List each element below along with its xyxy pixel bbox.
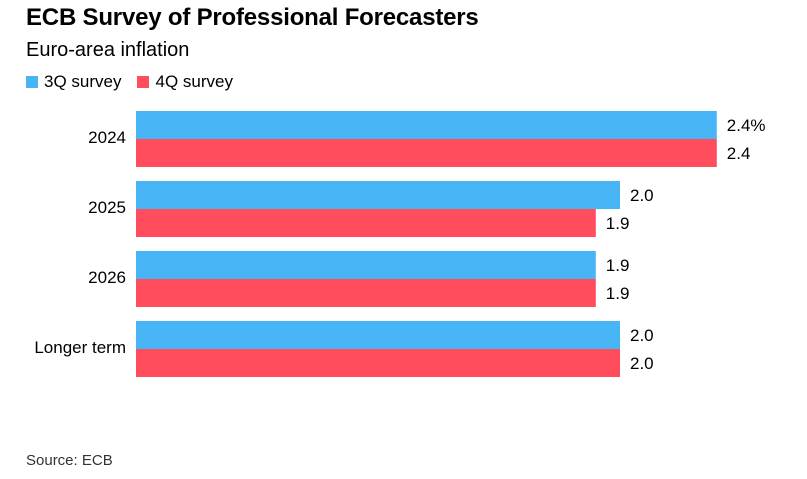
legend: 3Q survey 4Q survey [26,72,249,92]
category-label: Longer term [34,338,126,357]
data-label: 2.4 [727,144,751,163]
bar [136,349,620,377]
bar [136,111,717,139]
bar [136,139,717,167]
bar [136,321,620,349]
legend-swatch-3q [26,76,38,88]
legend-label-3q: 3Q survey [44,72,122,91]
legend-item-3q: 3Q survey [26,72,121,92]
bar [136,251,596,279]
data-label: 2.4% [727,116,766,135]
bar [136,209,596,237]
category-label: 2024 [88,128,126,147]
legend-item-4q: 4Q survey [137,72,233,92]
bar [136,181,620,209]
category-label: 2025 [88,198,126,217]
source-note: Source: ECB [26,452,113,469]
legend-swatch-4q [137,76,150,88]
bar [136,279,596,307]
data-label: 2.0 [630,186,654,205]
data-label: 2.0 [630,326,654,345]
chart-subtitle: Euro-area inflation [26,39,190,61]
data-label: 1.9 [606,256,630,275]
data-label: 2.0 [630,354,654,373]
data-label: 1.9 [606,214,630,233]
legend-label-4q: 4Q survey [155,72,233,91]
data-label: 1.9 [606,284,630,303]
chart-title: ECB Survey of Professional Forecasters [26,4,479,31]
category-label: 2026 [88,268,126,287]
